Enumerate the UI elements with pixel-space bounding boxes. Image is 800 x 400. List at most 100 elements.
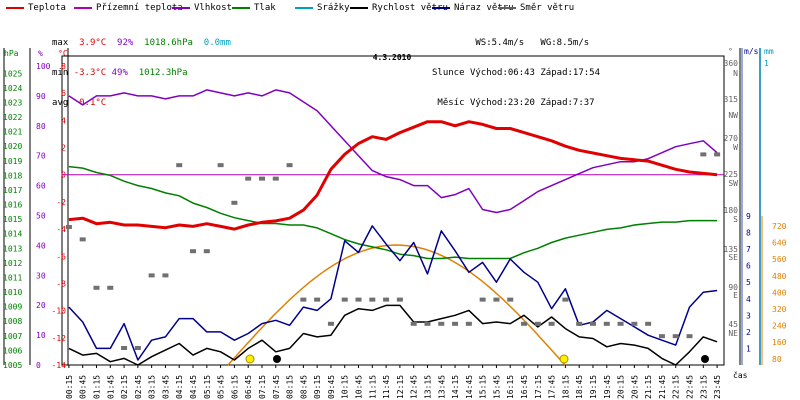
- x-tick-label: 07:45: [272, 375, 281, 399]
- x-tick-label: 16:15: [506, 375, 515, 399]
- stat-min-label: min: [52, 68, 69, 78]
- x-tick-label: 07:15: [258, 375, 267, 399]
- sunset-marker: [559, 354, 569, 364]
- x-tick-label: 10:45: [355, 375, 364, 399]
- wind-direction-point: [231, 200, 238, 205]
- moon-label: Měsíc: [437, 98, 465, 108]
- moonrise-marker: [701, 355, 709, 363]
- x-tick-label: 16:45: [520, 375, 529, 399]
- legend-swatch: [74, 7, 92, 9]
- sunrise-marker: [245, 354, 255, 364]
- humidity-tick: 60: [36, 182, 46, 191]
- stat-max-label: max: [52, 38, 69, 48]
- x-tick-label: 22:45: [686, 375, 695, 399]
- x-tick-label: 09:45: [327, 375, 336, 399]
- x-tick-label: 02:45: [134, 375, 143, 399]
- legend-label: Náraz větru: [454, 3, 514, 13]
- stat-max-hum: 92%: [117, 38, 134, 48]
- temperature-tick: -14: [52, 361, 67, 370]
- x-tick-label: 10:15: [341, 375, 350, 399]
- wind-direction-point: [314, 297, 321, 302]
- moonset-marker: [273, 355, 281, 363]
- legend-label: Srážky: [317, 3, 350, 13]
- legend-swatch: [432, 7, 450, 9]
- wind-direction-point: [576, 321, 583, 326]
- wind-direction-tick: 90: [728, 283, 738, 292]
- x-tick-label: 21:15: [644, 375, 653, 399]
- x-tick-label: 18:45: [575, 375, 584, 399]
- sun-rise: Východ:06:43: [469, 68, 535, 78]
- humidity-tick: 0: [36, 361, 41, 370]
- wind-direction-point: [176, 163, 183, 168]
- humidity-tick: 90: [36, 92, 46, 101]
- x-tick-label: 12:15: [396, 375, 405, 399]
- x-tick-label: 04:45: [189, 375, 198, 399]
- pressure-tick: 1017: [3, 186, 22, 195]
- wind-direction-point: [521, 321, 528, 326]
- wind-speed-tick: 5: [746, 278, 751, 287]
- pressure-tick: 1008: [3, 317, 22, 326]
- legend-label: Přízemní teplota: [96, 3, 183, 13]
- temperature-tick: -4: [56, 225, 66, 234]
- x-tick-label: 22:15: [672, 375, 681, 399]
- wind-direction-tick: NE: [728, 329, 738, 338]
- temperature-tick: 4: [61, 116, 66, 125]
- solar-tick: 240: [772, 322, 787, 331]
- pressure-tick: 1023: [3, 98, 22, 107]
- wind-speed-tick: 2: [746, 328, 751, 337]
- wind-direction-point: [341, 297, 348, 302]
- x-tick-label: 01:15: [92, 375, 101, 399]
- wind-direction-point: [410, 321, 417, 326]
- stat-min-hum: 49%: [111, 68, 128, 78]
- wind-direction-point: [493, 297, 500, 302]
- legend: Teplota Přízemní teplota Vlhkost Tlak Srážky…: [0, 1, 800, 15]
- wind-direction-point: [396, 297, 403, 302]
- x-tick-label: 02:15: [120, 375, 129, 399]
- pressure-tick: 1022: [3, 113, 22, 122]
- legend-item: Teplota: [6, 3, 66, 13]
- x-tick-label: 14:45: [465, 375, 474, 399]
- stats-block: max 3.9°C 92% 1018.6hPa 0.0mm min -3.3°C…: [52, 18, 231, 128]
- legend-swatch: [232, 7, 250, 9]
- wind-direction-point: [534, 321, 541, 326]
- wind-speed-tick: 1: [746, 344, 751, 353]
- legend-label: Tlak: [254, 3, 276, 13]
- wind-direction-point: [438, 321, 445, 326]
- x-tick-label: 15:15: [479, 375, 488, 399]
- moon-set: Západ:7:37: [540, 98, 595, 108]
- pressure-tick: 1010: [3, 288, 22, 297]
- wind-direction-point: [562, 297, 569, 302]
- legend-swatch: [6, 7, 24, 9]
- humidity-tick: 20: [36, 301, 46, 310]
- legend-item: Přízemní teplota: [74, 3, 183, 13]
- wind-direction-point: [272, 176, 279, 181]
- wind-direction-point: [203, 249, 210, 254]
- wind-direction-point: [452, 321, 459, 326]
- wind-direction-tick: 270: [724, 134, 739, 143]
- wind-speed-tick: 9: [746, 212, 751, 221]
- pressure-tick: 1006: [3, 346, 22, 355]
- wind-gust-stat: WG:8.5m/s: [540, 38, 590, 48]
- x-tick-label: 03:45: [161, 375, 170, 399]
- chart-title: 4.3.2010: [373, 53, 412, 62]
- temperature-tick: -8: [56, 279, 66, 288]
- x-tick-label: 00:45: [79, 375, 88, 399]
- humidity-tick: 40: [36, 241, 46, 250]
- moon-rise: Východ:23:20: [469, 98, 535, 108]
- wind-direction-tick: S: [733, 215, 738, 224]
- humidity-series: [68, 89, 718, 214]
- humidity-tick: 70: [36, 152, 46, 161]
- wind-direction-point: [107, 285, 114, 290]
- x-tick-label: 12:45: [410, 375, 419, 399]
- sun-moon-block: WS:5.4m/s WG:8.5m/s Slunce Východ:06:43 …: [432, 18, 600, 128]
- plot-frame: [61, 55, 725, 366]
- sun-label: Slunce: [432, 68, 465, 78]
- wind-direction-point: [507, 297, 514, 302]
- wind-direction-point: [617, 321, 624, 326]
- x-tick-label: 13:15: [423, 375, 432, 399]
- solar-tick: 640: [772, 239, 787, 248]
- wind-direction-tick: 135: [724, 245, 739, 254]
- wind-speed-stat: WS:5.4m/s: [475, 38, 525, 48]
- x-tick-label: 08:15: [286, 375, 295, 399]
- x-tick-label: 11:15: [368, 375, 377, 399]
